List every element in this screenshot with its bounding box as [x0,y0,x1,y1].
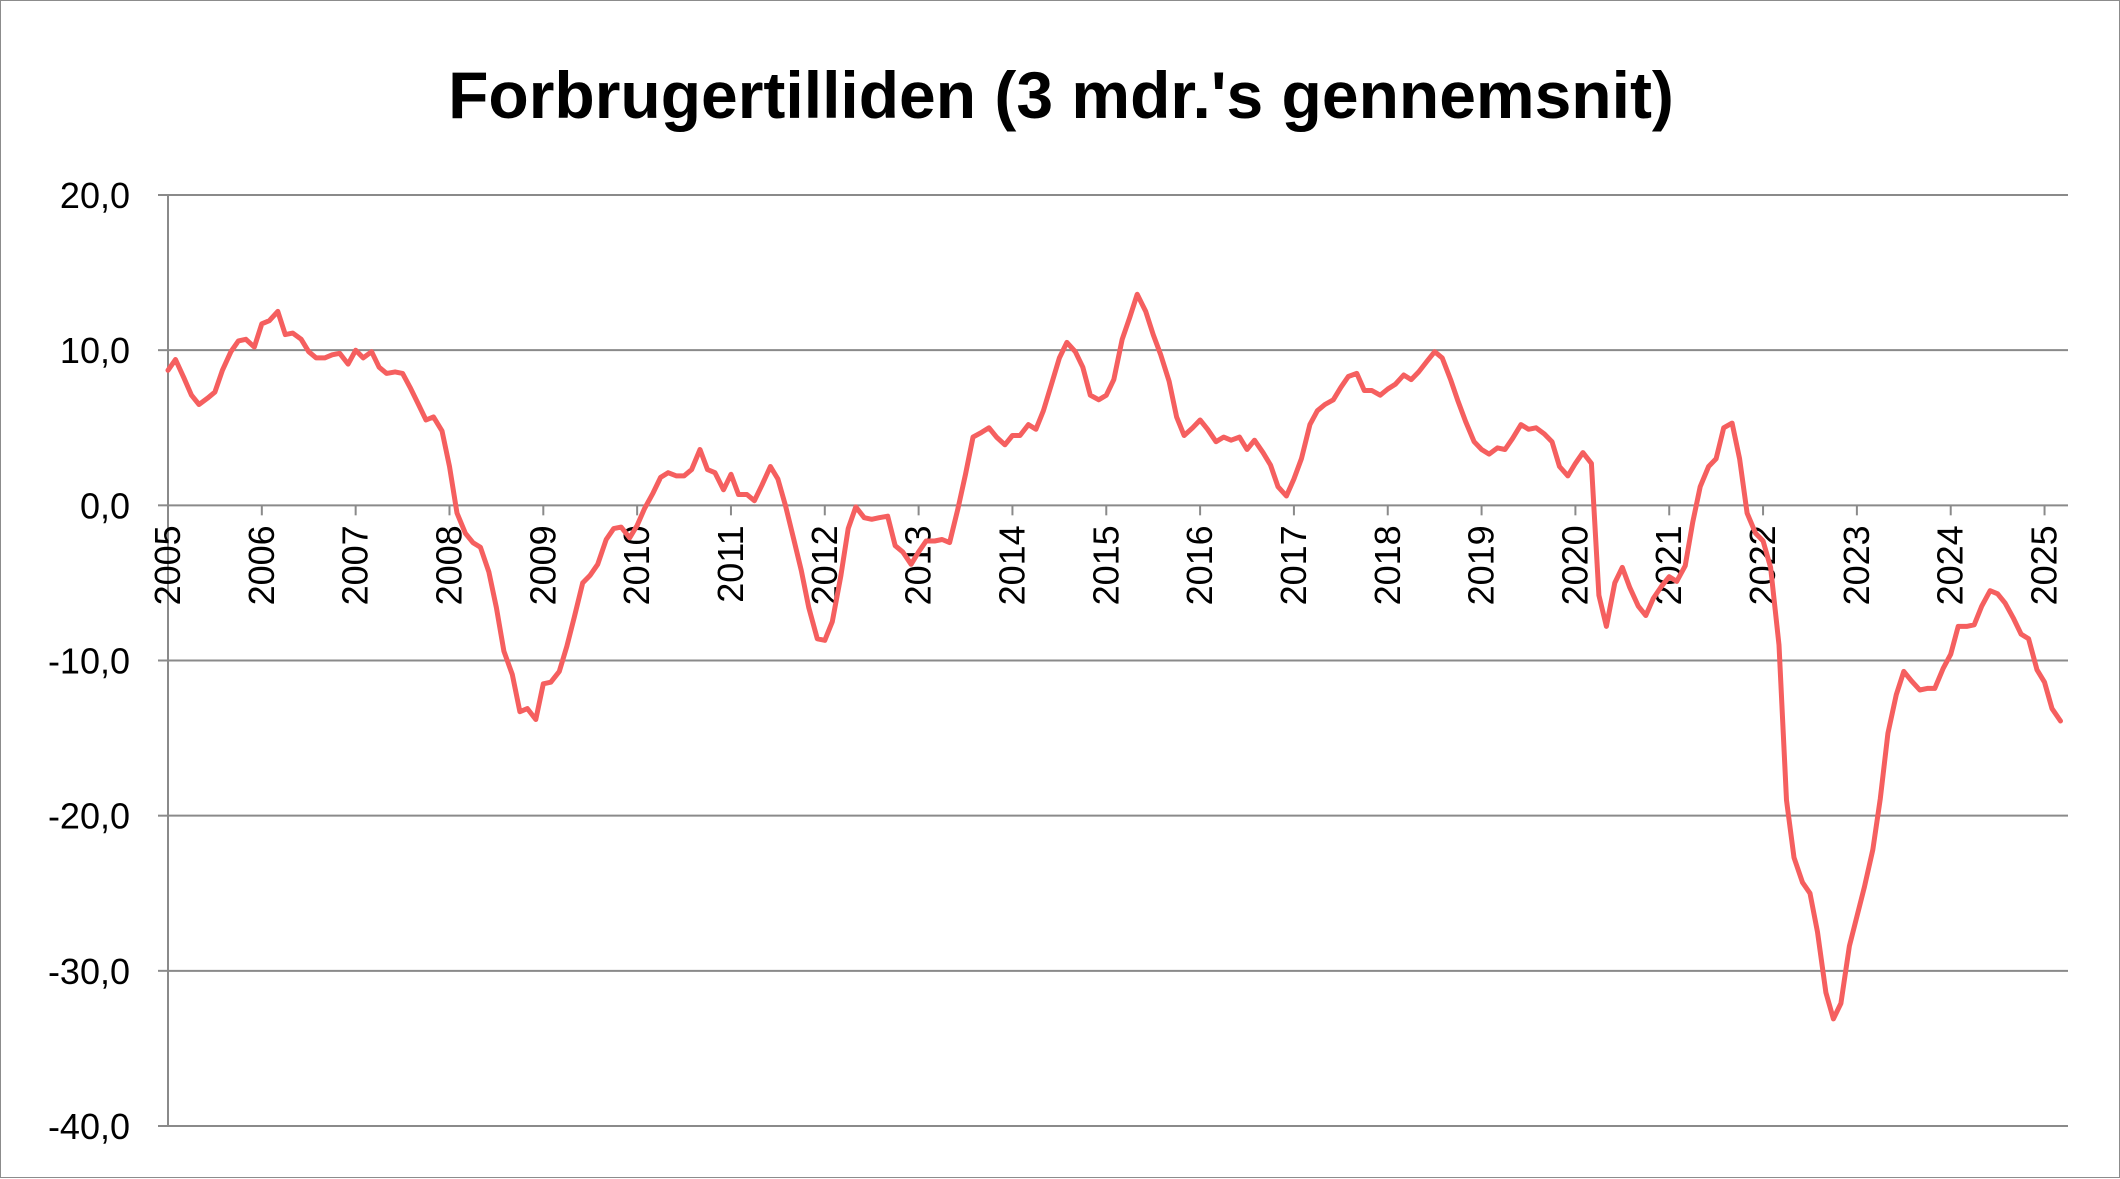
x-tick-label: 2020 [1554,525,1595,605]
x-tick-label: 2014 [991,525,1032,605]
y-tick-label: -10,0 [48,641,130,682]
x-tick-label: 2011 [710,525,751,602]
y-tick-label: -40,0 [48,1106,130,1147]
axes [158,194,2046,1127]
gridlines [168,194,2068,1127]
x-tick-label: 2013 [898,525,939,605]
x-tick-label: 2006 [241,525,282,605]
y-tick-label: -30,0 [48,951,130,992]
y-tick-label: 20,0 [60,175,130,216]
x-axis-tick-labels: 2005 2006 2007 2008 2009 2010 2011 2012 2013 2014… [147,525,2065,605]
y-tick-label: 0,0 [80,485,130,526]
x-tick-label: 2018 [1367,525,1408,605]
x-tick-label: 2025 [2024,525,2065,605]
x-tick-label: 2024 [1930,525,1971,605]
x-tick-label: 2005 [147,525,188,605]
x-tick-label: 2009 [522,525,563,605]
series-layer [165,291,2063,1022]
x-tick-label: 2015 [1085,525,1126,605]
y-tick-label: 10,0 [60,330,130,371]
x-tick-label: 2023 [1836,525,1877,605]
series-line-0 [165,291,2063,1022]
x-tick-label: 2019 [1461,525,1502,605]
y-axis-tick-labels: 20,0 10,0 0,0 -10,0 -20,0 -30,0 -40,0 [48,175,130,1147]
x-tick-label: 2008 [428,525,469,605]
chart-title: Forbrugertilliden (3 mdr.'s gennemsnit) [448,58,1674,132]
x-tick-label: 2007 [335,525,376,605]
x-tick-label: 2016 [1179,525,1220,605]
x-tick-label: 2010 [616,525,657,605]
x-tick-label: 2017 [1273,525,1314,605]
y-tick-label: -20,0 [48,796,130,837]
